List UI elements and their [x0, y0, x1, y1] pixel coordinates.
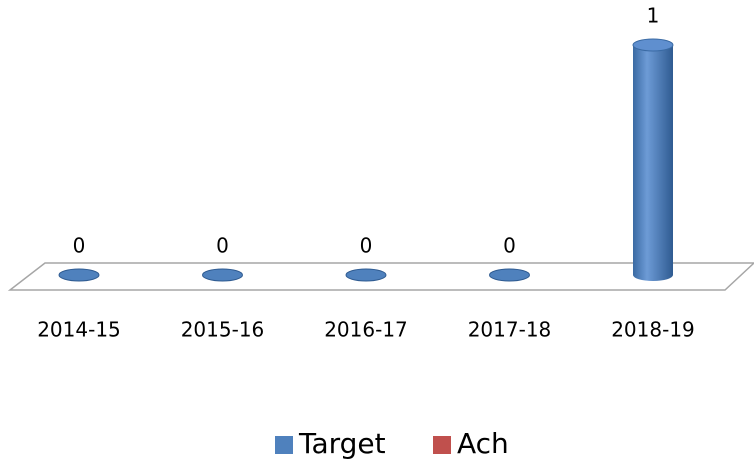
bar [202, 268, 243, 282]
data-label: 0 [360, 234, 373, 258]
bar [633, 45, 673, 281]
x-tick-label: 2014-15 [37, 318, 121, 342]
bar [345, 268, 387, 282]
data-label: 0 [503, 234, 516, 258]
legend-label: Target [298, 427, 386, 460]
legend-label: Ach [457, 427, 509, 460]
x-tick-label: 2017-18 [468, 318, 552, 342]
x-tick-label: 2018-19 [611, 318, 695, 342]
x-tick-label: 2015-16 [181, 318, 265, 342]
legend-swatch [275, 436, 293, 454]
data-label: 0 [216, 234, 229, 258]
data-label: 0 [73, 234, 86, 258]
data-label: 1 [647, 4, 660, 28]
bar [58, 268, 100, 282]
bar [489, 268, 530, 282]
legend-swatch [433, 436, 451, 454]
bar-top [632, 38, 674, 52]
x-tick-label: 2016-17 [324, 318, 408, 342]
